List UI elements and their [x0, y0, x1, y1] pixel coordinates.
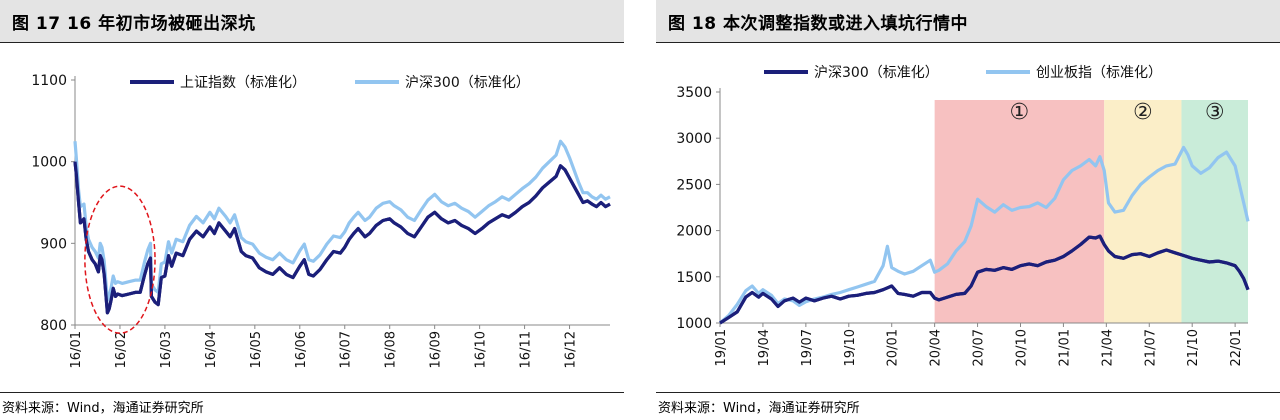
fig17-x-tick-label: 16/06 [294, 331, 309, 368]
figure-17-panel: 图 17 16 年初市场被砸出深坑 800 900 1000 1100 16/01 16/… [0, 0, 624, 420]
figure-18-title-bar: 图 18 本次调整指数或进入填坑行情中 [656, 0, 1280, 42]
fig18-x-tick-label: 21/01 [1057, 329, 1072, 366]
fig17-x-tick-label: 16/12 [564, 331, 579, 368]
fig17-x-tick-label: 16/05 [249, 331, 264, 368]
fig17-y-tick-label: 1000 [31, 155, 67, 171]
figure-17-source: 资料来源：Wind，海通证券研究所 [2, 401, 204, 416]
fig17-x-tick-label: 16/09 [429, 331, 444, 368]
fig18-series-1-line-front [719, 234, 1250, 325]
fig18-x-tick-label: 21/04 [1100, 329, 1115, 366]
fig18-x-tick-label: 21/07 [1143, 329, 1158, 366]
fig18-series-2-line [718, 145, 1250, 325]
fig17-x-tick-label: 16/11 [519, 331, 534, 368]
fig18-legend-label-2: 创业板指（标准化） [1036, 65, 1162, 81]
fig17-y-tick-label: 800 [40, 318, 67, 334]
fig18-region-1 [934, 100, 1105, 323]
fig18-x-tick-label: 22/01 [1229, 329, 1244, 366]
figure-17-title: 图 17 16 年初市场被砸出深坑 [12, 14, 256, 34]
fig17-x-tick-label: 16/08 [384, 331, 399, 368]
figure-17-title-rule [0, 42, 624, 43]
figure-18-source-rule [656, 392, 1280, 393]
fig18-x-tick-label: 19/04 [757, 329, 772, 366]
fig18-y-tick-label: 3000 [676, 131, 712, 147]
fig17-series-1-line-front [73, 161, 611, 315]
fig17-legend-label-1: 上证指数（标准化） [180, 75, 306, 91]
fig17-legend-label-2: 沪深300（标准化） [405, 75, 530, 91]
fig18-y-tick-label: 2000 [676, 224, 712, 240]
fig18-y-tick-label: 2500 [676, 177, 712, 193]
figure-17-chart: 800 900 1000 1100 16/01 16/02 16/03 16/04 16/05 1… [31, 73, 611, 368]
fig18-x-tick-label: 20/07 [972, 329, 987, 366]
fig18-x-tick-label: 20/10 [1014, 329, 1029, 366]
fig17-x-tick-label: 16/07 [339, 331, 354, 368]
fig17-series-2-line [73, 139, 611, 303]
fig18-x-tick-label: 20/01 [886, 329, 901, 366]
figure-18-title: 图 18 本次调整指数或进入填坑行情中 [668, 14, 968, 34]
fig18-y-tick-label: 1000 [676, 316, 712, 332]
figure-18-title-rule [656, 42, 1280, 43]
figure-17-title-bar: 图 17 16 年初市场被砸出深坑 [0, 0, 624, 42]
fig18-y-tick-label: 1500 [676, 270, 712, 286]
fig18-legend-label-1: 沪深300（标准化） [814, 65, 939, 81]
fig17-x-tick-label: 16/10 [474, 331, 489, 368]
fig18-region-2-label: ② [1133, 100, 1153, 125]
fig18-x-tick-label: 20/04 [929, 329, 944, 366]
fig18-x-tick-label: 21/10 [1186, 329, 1201, 366]
figure-17-source-rule [0, 392, 624, 393]
fig17-y-tick-label: 1100 [31, 73, 67, 89]
figure-18-chart: ① ② ③ 1000 1500 2000 2500 3000 3500 19/01 19/04 19/… [676, 65, 1250, 366]
fig18-x-tick-label: 19/10 [843, 329, 858, 366]
fig18-x-tick-label: 19/01 [714, 329, 729, 366]
fig17-highlight-ellipse-1 [84, 185, 156, 334]
fig18-region-3-label: ③ [1205, 100, 1225, 125]
figure-18-source: 资料来源：Wind，海通证券研究所 [658, 401, 860, 416]
fig18-y-tick-label: 3500 [676, 85, 712, 101]
fig18-region-3 [1181, 100, 1248, 323]
fig17-x-tick-label: 16/04 [204, 331, 219, 368]
figure-18-panel: 图 18 本次调整指数或进入填坑行情中 ① ② ③ 1000 1500 2000 2500 3… [656, 0, 1280, 420]
fig18-x-tick-label: 19/07 [800, 329, 815, 366]
fig17-x-tick-label: 16/02 [114, 331, 129, 368]
fig17-x-tick-label: 16/01 [69, 331, 84, 368]
fig18-region-1-label: ① [1010, 100, 1030, 125]
fig17-y-tick-label: 900 [40, 236, 67, 252]
fig17-x-tick-label: 16/03 [159, 331, 174, 368]
